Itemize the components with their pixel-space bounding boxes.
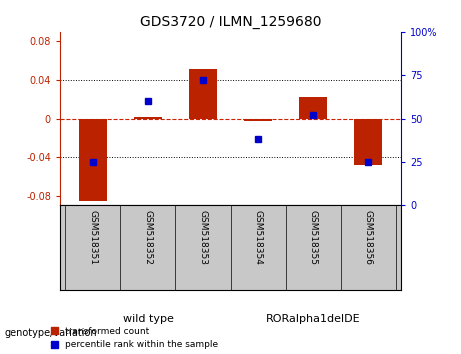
Text: GSM518352: GSM518352	[143, 210, 153, 264]
Text: GSM518351: GSM518351	[89, 210, 97, 264]
Bar	[299, 97, 327, 119]
Legend: transformed count, percentile rank within the sample: transformed count, percentile rank withi…	[51, 327, 218, 349]
Bar	[244, 119, 272, 120]
Text: GSM518356: GSM518356	[364, 210, 372, 264]
Bar	[134, 117, 162, 119]
Text: GSM518353: GSM518353	[199, 210, 207, 264]
Bar	[79, 119, 106, 200]
Text: genotype/variation: genotype/variation	[5, 328, 97, 338]
Title: GDS3720 / ILMN_1259680: GDS3720 / ILMN_1259680	[140, 16, 321, 29]
Text: GSM518354: GSM518354	[254, 210, 262, 264]
Bar	[355, 119, 382, 165]
Text: RORalpha1delDE: RORalpha1delDE	[266, 314, 361, 324]
Text: wild type: wild type	[123, 314, 173, 324]
Text: GSM518355: GSM518355	[308, 210, 318, 264]
Bar	[189, 69, 217, 119]
